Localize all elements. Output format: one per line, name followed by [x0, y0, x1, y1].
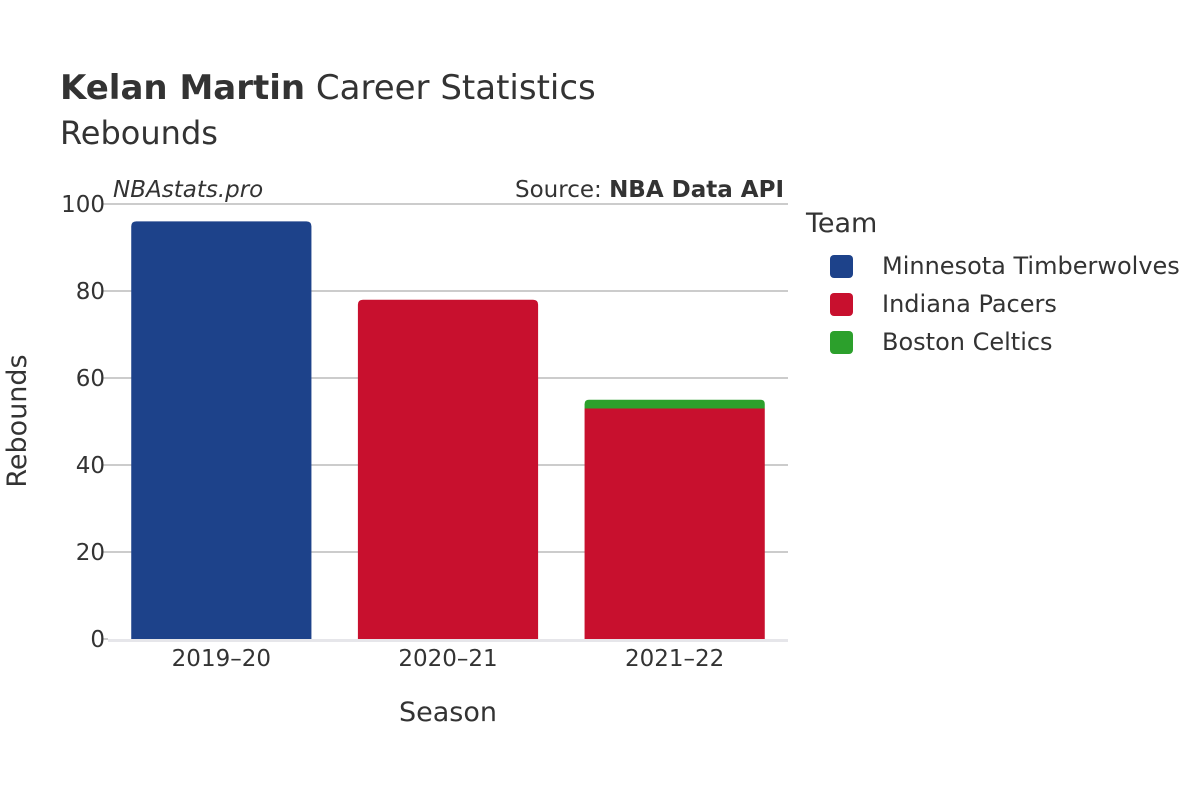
- legend-item-indiana-pacers[interactable]: Indiana Pacers: [830, 289, 1057, 319]
- source-prefix: Source:: [515, 177, 610, 203]
- legend-item-boston-celtics[interactable]: Boston Celtics: [830, 327, 1053, 357]
- y-tick-label: 20: [76, 540, 105, 566]
- x-tick-label: 2021–22: [625, 646, 724, 672]
- bar: [131, 221, 312, 639]
- x-tick-label: 2020–21: [398, 646, 497, 672]
- watermark: NBAstats.pro: [113, 177, 264, 203]
- bar: [584, 399, 765, 409]
- y-axis-title: Rebounds: [2, 354, 33, 487]
- source-name: NBA Data API: [609, 177, 784, 203]
- legend-item-minnesota-timberwolves[interactable]: Minnesota Timberwolves: [830, 251, 1180, 281]
- source-credit: Source: NBA Data API: [515, 177, 784, 203]
- player-name: Kelan Martin: [60, 68, 306, 108]
- y-tick-label: 100: [61, 192, 105, 218]
- legend-label: Boston Celtics: [882, 328, 1053, 356]
- bar: [357, 299, 539, 639]
- title-suffix: Career Statistics: [305, 68, 596, 108]
- legend-swatch: [830, 292, 853, 316]
- legend-label: Indiana Pacers: [882, 290, 1057, 318]
- chart-title: Kelan Martin Career Statistics: [60, 68, 596, 108]
- y-tick-label: 0: [90, 627, 105, 653]
- x-axis-title: Season: [399, 697, 497, 728]
- legend-title: Team: [806, 208, 878, 239]
- chart-subtitle: Rebounds: [60, 114, 218, 152]
- y-tick-label: 80: [76, 279, 105, 305]
- legend-swatch: [830, 330, 853, 354]
- legend-label: Minnesota Timberwolves: [882, 252, 1180, 280]
- x-tick-label: 2019–20: [172, 646, 271, 672]
- y-tick-label: 40: [76, 453, 105, 479]
- y-tick-label: 60: [76, 366, 105, 392]
- bar: [584, 408, 765, 639]
- legend-swatch: [830, 254, 853, 278]
